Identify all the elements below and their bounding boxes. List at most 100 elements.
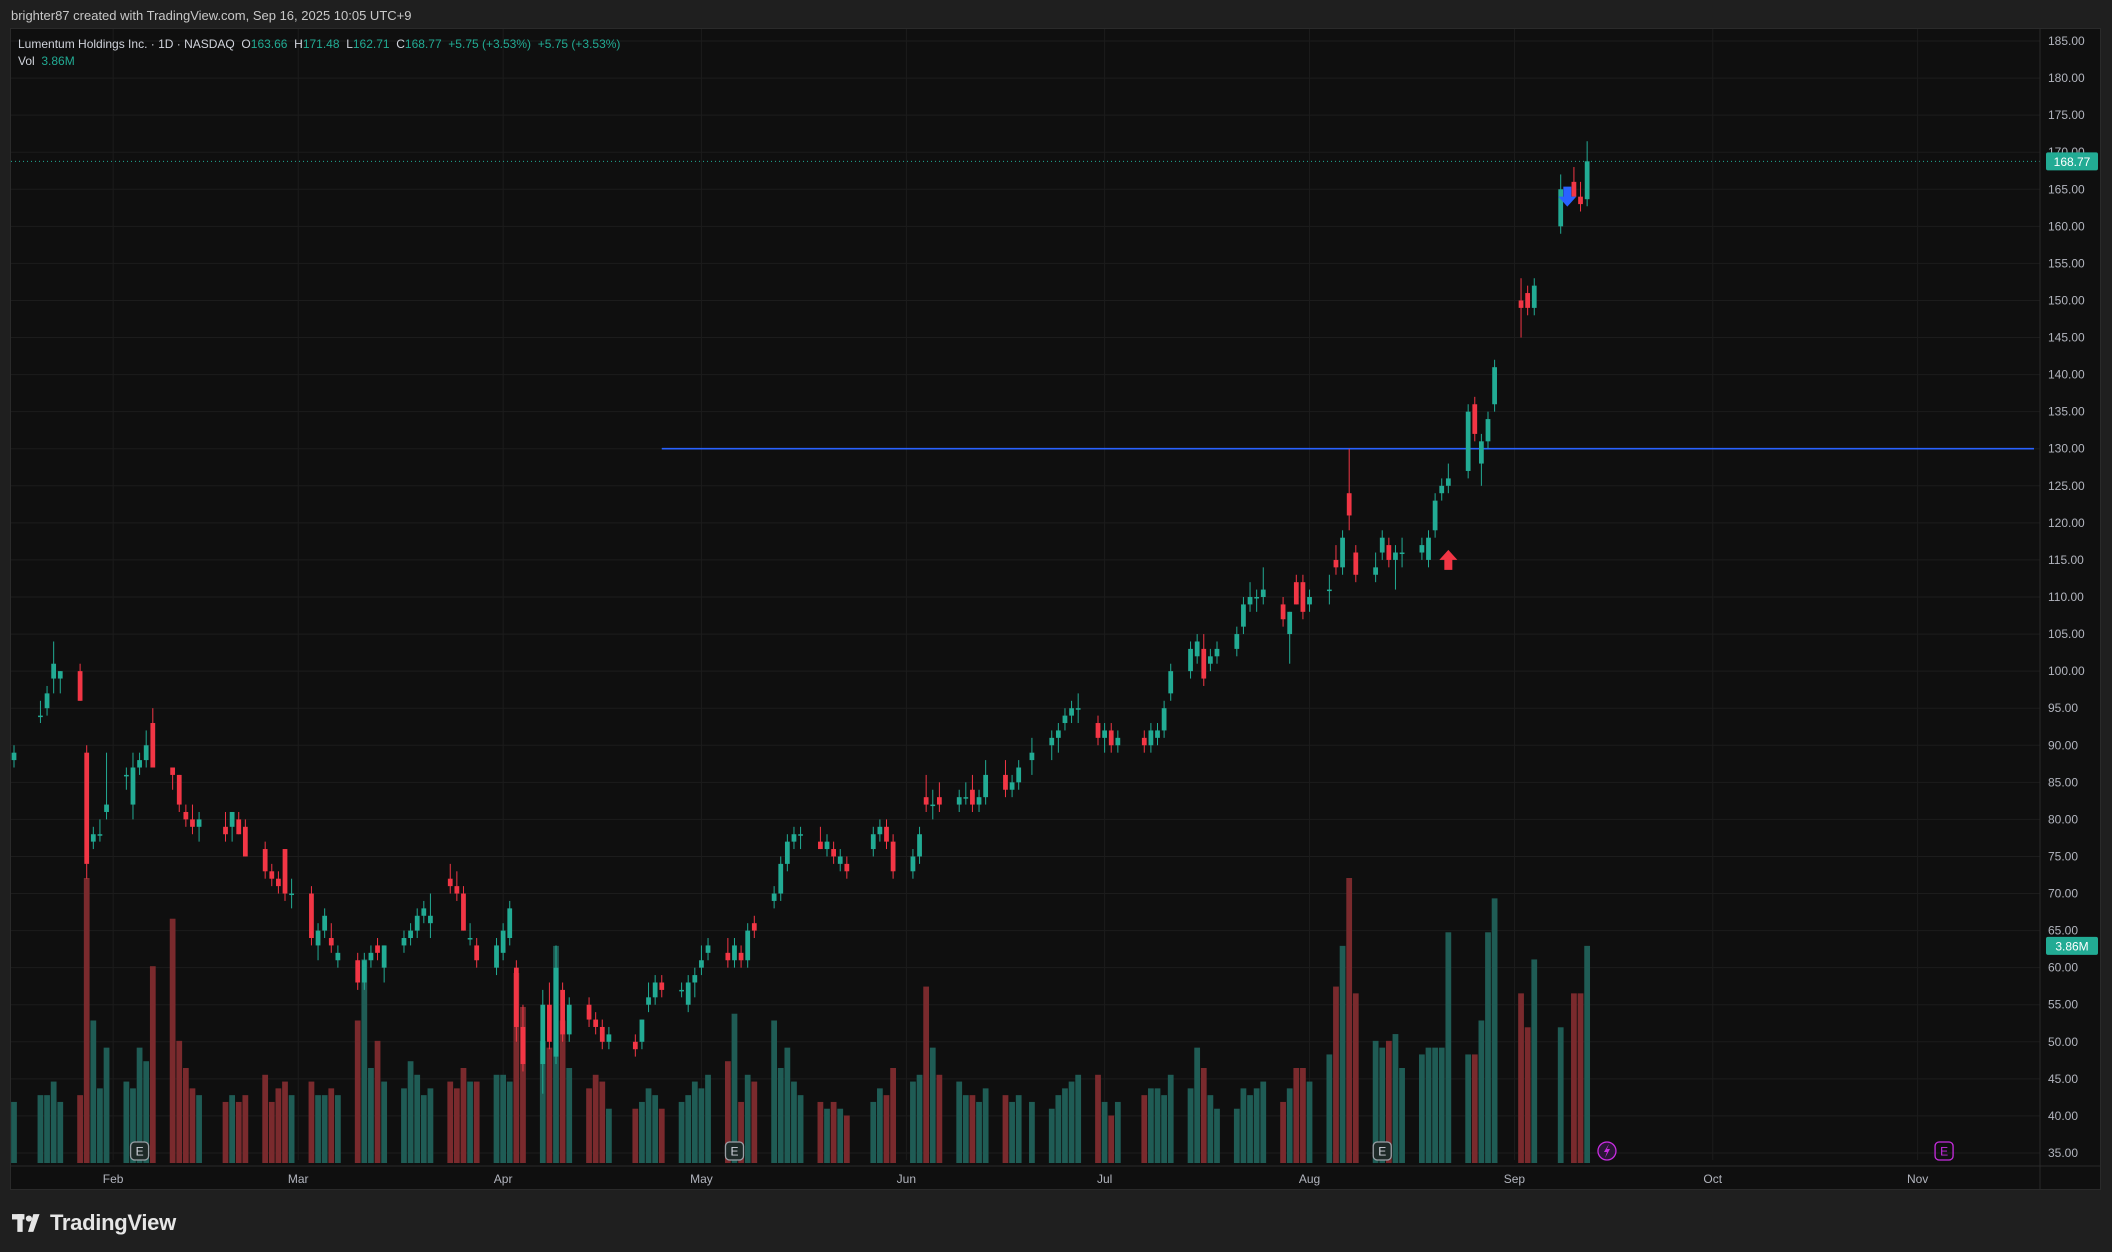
volume-label: Vol xyxy=(18,54,35,68)
volume-bar xyxy=(1518,993,1524,1163)
candle-body xyxy=(1161,708,1167,731)
y-tick-label: 95.00 xyxy=(2048,701,2078,715)
volume-bar xyxy=(929,1047,936,1163)
volume-bar xyxy=(1029,1101,1035,1163)
candle-body xyxy=(1075,708,1081,710)
candle-body xyxy=(1485,419,1491,442)
volume-bar xyxy=(916,1074,923,1163)
candle-body xyxy=(1009,782,1015,790)
low-value: 162.71 xyxy=(352,37,390,51)
volume-bar xyxy=(427,1088,434,1163)
volume-bar xyxy=(824,1108,830,1163)
earnings-marker-label: E xyxy=(1378,1145,1386,1159)
volume-bar xyxy=(1002,1095,1009,1163)
volume-bar xyxy=(1333,986,1339,1163)
volume-bar xyxy=(1465,1054,1472,1163)
x-tick-label: Aug xyxy=(1299,1172,1320,1186)
volume-bar xyxy=(1095,1074,1101,1163)
x-tick-label: Jul xyxy=(1097,1172,1112,1186)
volume-bar xyxy=(473,1081,480,1163)
candle-body xyxy=(520,1026,526,1065)
earnings-marker-icon xyxy=(724,1141,745,1161)
chart-pane[interactable] xyxy=(10,28,2101,1190)
candle-body xyxy=(699,960,704,968)
candle-body xyxy=(1518,300,1524,308)
close-label: C xyxy=(396,37,405,51)
x-tick-label: Feb xyxy=(103,1172,124,1186)
candle-body xyxy=(1260,589,1266,597)
low-label: L xyxy=(346,37,353,51)
volume-bar xyxy=(77,1095,83,1163)
y-tick-label: 50.00 xyxy=(2048,1035,2078,1049)
volume-bar xyxy=(374,1040,381,1163)
candle-body xyxy=(540,1004,546,1065)
candles xyxy=(11,141,1590,1094)
candle-body xyxy=(1280,604,1286,620)
x-tick-label: Oct xyxy=(1703,1172,1722,1186)
y-tick-label: 150.00 xyxy=(2048,293,2085,307)
volume-bar xyxy=(1531,959,1538,1163)
volume-bar xyxy=(1062,1088,1068,1163)
earnings-marker-label: E xyxy=(136,1145,144,1159)
volume-bar xyxy=(189,1088,196,1163)
volume-bar xyxy=(328,1088,335,1163)
volume-bar xyxy=(1280,1101,1286,1163)
candle-body xyxy=(361,960,367,983)
candle-body xyxy=(1439,485,1445,494)
candle-body xyxy=(196,819,202,827)
candle-body xyxy=(183,811,189,820)
candle-body xyxy=(1326,589,1332,592)
volume-bar xyxy=(870,1101,877,1163)
candle-body xyxy=(51,663,57,679)
volume-bar xyxy=(559,1020,566,1163)
volume-bar xyxy=(678,1101,685,1163)
candle-body xyxy=(659,982,665,990)
volume-bar xyxy=(1148,1088,1154,1163)
candle-body xyxy=(606,1034,612,1042)
x-tick-label: Nov xyxy=(1907,1172,1928,1186)
candle-body xyxy=(963,797,969,799)
candle-body xyxy=(877,826,883,835)
candle-body xyxy=(1241,604,1246,627)
volume-bar xyxy=(467,1081,473,1163)
volume-bar xyxy=(520,1006,526,1163)
candle-body xyxy=(276,878,281,887)
candle-body xyxy=(223,826,228,835)
y-tick-label: 130.00 xyxy=(2048,442,2085,456)
volume-bar xyxy=(182,1068,189,1163)
volume-bar xyxy=(407,1061,414,1163)
tradingview-logo[interactable]: TradingView xyxy=(12,1210,176,1236)
open-value: 163.66 xyxy=(250,37,288,51)
candle-body xyxy=(632,1041,638,1050)
volume-bar xyxy=(645,1088,652,1163)
candle-body xyxy=(467,938,473,940)
candle-body xyxy=(738,952,744,961)
volume-bar xyxy=(123,1081,130,1163)
volume-bar xyxy=(1445,932,1452,1163)
candle-body xyxy=(1062,715,1068,724)
candle-body xyxy=(1214,648,1220,657)
candle-body xyxy=(1558,189,1564,227)
candle-body xyxy=(335,952,341,961)
candle-body xyxy=(11,752,17,761)
candle-body xyxy=(679,989,684,992)
volume-bar xyxy=(97,1088,103,1163)
y-tick-label: 40.00 xyxy=(2048,1109,2078,1123)
symbol-name[interactable]: Lumentum Holdings Inc. · 1D · NASDAQ xyxy=(18,37,235,51)
candle-body xyxy=(368,952,374,961)
candle-body xyxy=(751,923,757,931)
volume-bar xyxy=(877,1088,883,1163)
volume-bar xyxy=(586,1088,592,1163)
volume-bar xyxy=(1214,1108,1220,1163)
volume-bar xyxy=(1379,1047,1386,1163)
candle-body xyxy=(1254,597,1260,599)
candle-body xyxy=(884,826,889,842)
candle-body xyxy=(1069,708,1074,716)
candle-body xyxy=(1340,537,1345,568)
volume-bar xyxy=(982,1088,989,1163)
volume-bar xyxy=(493,1074,500,1163)
candle-body xyxy=(355,960,361,983)
volume-bar xyxy=(1399,1068,1405,1163)
volume-bar xyxy=(1485,932,1491,1163)
